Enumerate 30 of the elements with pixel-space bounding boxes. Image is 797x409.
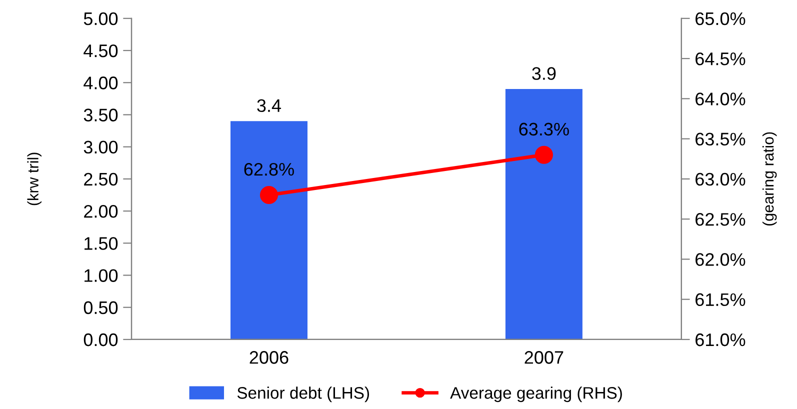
y-tick-label: 4.50 <box>84 44 118 58</box>
x-tick-label: 2007 <box>524 351 564 364</box>
y-tick-label: 1.50 <box>84 237 118 250</box>
data-label: 3.4 <box>257 99 282 112</box>
y2-tick-label: 62.0% <box>696 253 746 266</box>
y2-tick-label: 61.0% <box>696 333 746 346</box>
y2-tick-label: 64.0% <box>696 92 746 106</box>
y2-axis-title: (gearing ratio) <box>762 132 777 226</box>
y-tick-label: 2.50 <box>84 172 118 186</box>
y2-tick-label: 63.0% <box>696 172 746 186</box>
data-label: 63.3% <box>519 122 569 136</box>
y-tick-label: 0.50 <box>84 301 118 314</box>
y-axis-title: (krw tril) <box>27 152 42 206</box>
y-tick-label: 0.00 <box>84 333 118 346</box>
y-tick-label: 4.00 <box>84 76 118 90</box>
y2-tick-label: 63.5% <box>696 132 746 146</box>
y2-tick-label: 64.5% <box>696 52 746 66</box>
data-label: 62.8% <box>244 162 294 176</box>
y2-tick-label: 65.0% <box>696 12 746 26</box>
legend-label: Senior debt (LHS) <box>237 386 370 402</box>
y2-tick-label: 62.5% <box>696 213 746 226</box>
legend-label: Average gearing (RHS) <box>450 386 622 402</box>
y-tick-label: 3.50 <box>84 108 118 122</box>
y-tick-label: 1.00 <box>84 269 118 282</box>
x-tick-label: 2006 <box>250 351 288 364</box>
data-label: 3.9 <box>532 67 556 80</box>
y2-tick-label: 61.5% <box>696 293 746 306</box>
y-tick-label: 5.00 <box>84 12 118 26</box>
y-tick-label: 2.00 <box>84 204 118 218</box>
y-tick-label: 3.00 <box>84 140 118 154</box>
